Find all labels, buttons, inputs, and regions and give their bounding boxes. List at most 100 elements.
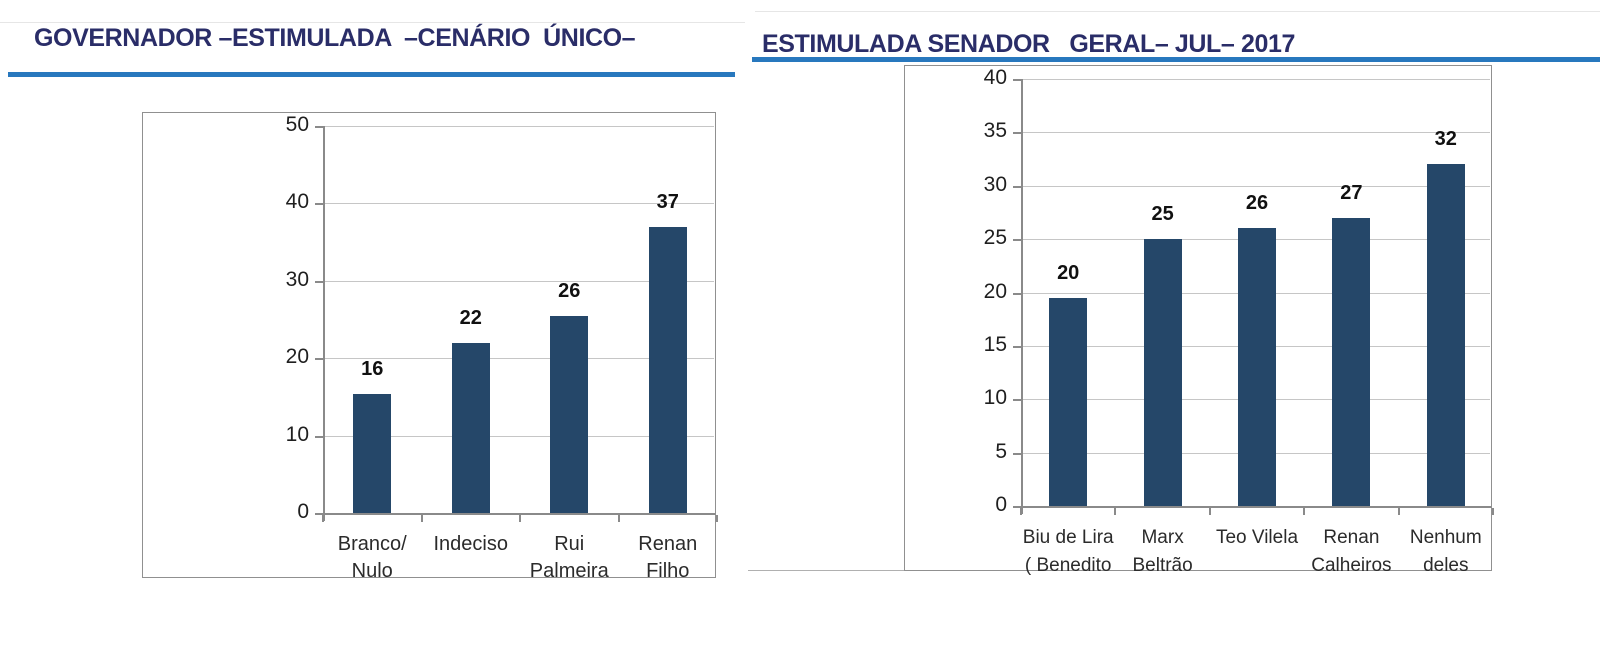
x-category-label: Indeciso: [391, 531, 551, 558]
y-tick-label: 10: [983, 386, 1007, 410]
gridline: [323, 280, 714, 282]
x-category-label-line: Renan: [638, 533, 698, 555]
x-category-label-line: Nulo: [351, 560, 393, 582]
x-category-label-line: ( Benedito: [1024, 555, 1112, 576]
x-axis-tick: [1208, 508, 1211, 515]
x-category-label: Biu de Lira ( Benedito: [988, 524, 1148, 580]
x-category-label: Nenhum deles: [1366, 524, 1526, 580]
x-category-label: Renan Filho: [588, 531, 748, 585]
y-axis-tick: [315, 203, 323, 206]
y-tick-label: 20: [983, 279, 1007, 303]
bar-value-label: 26: [1245, 192, 1269, 215]
bar-indeciso: [451, 342, 490, 513]
gridline: [1021, 79, 1490, 80]
y-axis-tick: [1013, 452, 1021, 455]
y-tick-label: 0: [995, 493, 1007, 516]
x-category-label: Branco/Nulo: [292, 531, 452, 585]
x-axis-tick: [420, 515, 423, 522]
y-axis-tick: [1013, 399, 1021, 402]
y-axis-line: [323, 126, 325, 521]
y-tick-label: 0: [297, 500, 309, 523]
x-category-label-line: deles: [1423, 555, 1469, 576]
y-axis-tick: [1013, 345, 1021, 348]
gridline: [323, 435, 714, 437]
y-axis-line: [1021, 79, 1023, 514]
y-tick-label: 50: [285, 113, 309, 136]
x-category-label: Teo Vilela: [1177, 524, 1337, 552]
x-category-label-line: Filho: [646, 560, 690, 582]
x-category-label: Renan Calheiros: [1271, 524, 1431, 580]
x-category-label-line: Rui: [554, 533, 585, 555]
gridline: [323, 126, 714, 127]
bar-rui-palmeira: [550, 315, 589, 513]
x-category-label-line: Marx: [1141, 527, 1184, 548]
bar-value-label: 37: [656, 190, 679, 213]
bar-branco-nulo: [353, 393, 392, 513]
bar-value-label: 27: [1340, 181, 1363, 204]
bar-nenhum-deles: [1426, 164, 1465, 506]
y-axis-tick: [315, 435, 323, 438]
x-axis-tick: [519, 515, 521, 522]
y-tick-label: 20: [285, 345, 309, 369]
x-axis-tick: [1397, 508, 1400, 515]
left-panel-top-divider: [0, 22, 745, 23]
right-title-underline: [752, 57, 1600, 62]
x-category-label-line: Beltrão: [1132, 555, 1193, 576]
right-chart-frame-stub: [748, 570, 906, 571]
y-axis-tick: [1013, 239, 1021, 242]
y-axis-tick: [315, 126, 323, 128]
y-tick-label: 30: [983, 172, 1007, 196]
y-tick-label: 10: [285, 422, 309, 446]
y-tick-label: 35: [983, 119, 1007, 143]
y-axis-tick: [1013, 79, 1021, 81]
y-tick-label: 5: [995, 439, 1007, 463]
bar-value-label: 32: [1434, 128, 1457, 151]
x-category-label-line: Biu de Lira: [1022, 527, 1114, 548]
y-tick-label: 40: [285, 190, 309, 214]
y-axis-tick: [1013, 292, 1021, 295]
x-category-label-line: Calheiros: [1311, 555, 1392, 576]
bar-value-label: 26: [558, 279, 581, 302]
x-axis-line: [1021, 506, 1491, 508]
x-axis-line: [323, 513, 715, 515]
bar-value-label: 16: [361, 357, 384, 380]
x-axis-tick: [716, 515, 718, 522]
bar-renan-calheiros: [1332, 217, 1371, 506]
x-axis-tick: [1114, 508, 1117, 515]
right-panel-top-divider: [755, 11, 1600, 12]
bar-marx-beltr-o: [1143, 239, 1182, 506]
gridline: [1021, 185, 1490, 187]
right-chart-title: ESTIMULADA SENADOR GERAL– JUL– 2017: [762, 30, 1295, 58]
y-axis-tick: [315, 513, 323, 515]
bar-biu-de-lira-benedito: [1049, 297, 1088, 506]
x-axis-tick: [322, 515, 324, 522]
y-tick-label: 15: [983, 332, 1007, 356]
bar-teo-vilela: [1238, 228, 1276, 506]
y-axis-tick: [315, 280, 323, 283]
x-category-label-line: Teo Vilela: [1215, 527, 1299, 548]
bar-value-label: 20: [1057, 261, 1080, 284]
y-axis-tick: [1013, 185, 1021, 188]
y-axis-tick: [315, 358, 323, 361]
gridline: [323, 203, 714, 205]
y-tick-label: 30: [285, 267, 309, 291]
x-category-label-line: Nenhum: [1409, 527, 1482, 548]
gridline: [1021, 132, 1490, 134]
bar-value-label: 25: [1151, 203, 1174, 226]
y-tick-label: 40: [983, 66, 1007, 89]
x-axis-tick: [1020, 508, 1022, 515]
x-category-label: Marx Beltrão: [1083, 524, 1243, 580]
left-title-underline: [8, 72, 735, 77]
y-axis-tick: [1013, 132, 1021, 135]
x-axis-tick: [617, 515, 620, 522]
x-axis-tick: [1492, 508, 1494, 515]
left-chart-title: GOVERNADOR –ESTIMULADA –CENÁRIO ÚNICO–: [34, 24, 636, 52]
x-category-label: Rui Palmeira: [489, 531, 649, 585]
gridline: [323, 358, 714, 360]
senador-chart: 0 5 10 15 20 25 30 35 40 20 Biu de Lira ( Benedito 2…: [904, 65, 1494, 576]
x-category-label-line: Palmeira: [529, 560, 609, 582]
x-axis-tick: [1303, 508, 1306, 515]
x-category-label-line: Branco/: [337, 533, 407, 555]
y-tick-label: 25: [983, 226, 1007, 250]
